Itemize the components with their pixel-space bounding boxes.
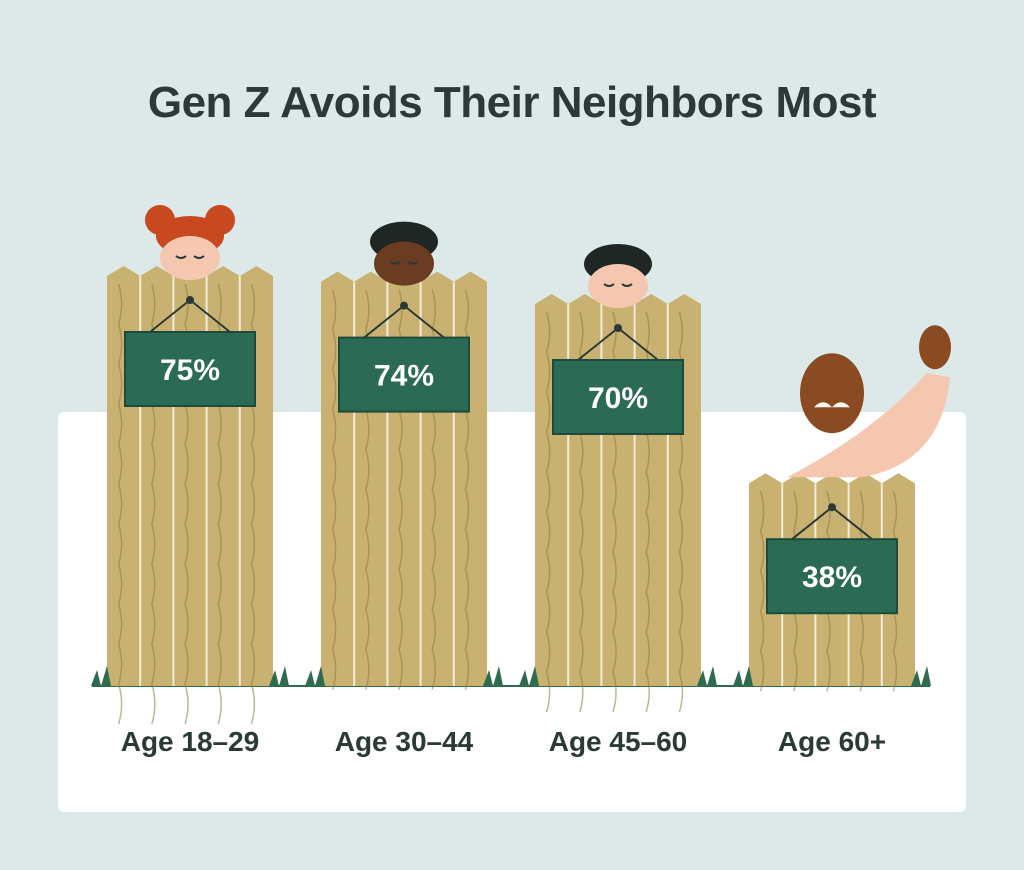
category-label-30-44: Age 30–44 bbox=[334, 726, 474, 757]
category-label-18-29: Age 18–29 bbox=[120, 726, 260, 757]
data-label: 70% bbox=[588, 382, 648, 415]
grass-tuft bbox=[483, 666, 503, 686]
fence-bar bbox=[535, 294, 701, 686]
hair-bun bbox=[145, 205, 175, 235]
category-label-60-plus: Age 60+ bbox=[777, 726, 887, 757]
eyes bbox=[603, 283, 633, 287]
data-label: 75% bbox=[160, 354, 220, 387]
grass-tuft bbox=[697, 666, 717, 686]
bar-3: 38% bbox=[733, 325, 951, 692]
sign-string bbox=[149, 298, 231, 333]
bar-0: 75% bbox=[91, 205, 289, 725]
fence-bar bbox=[321, 271, 487, 686]
bar-1: 74% bbox=[305, 221, 503, 690]
face bbox=[374, 241, 434, 286]
wood-grain bbox=[117, 283, 123, 725]
hair-bun bbox=[205, 205, 235, 235]
value-sign bbox=[766, 538, 898, 615]
waving-arm bbox=[787, 373, 950, 478]
value-sign bbox=[552, 359, 684, 435]
face bbox=[588, 264, 648, 308]
grass-tuft bbox=[305, 666, 325, 686]
grass-tuft bbox=[519, 666, 539, 686]
person-head-0 bbox=[145, 205, 235, 280]
value-sign bbox=[338, 336, 470, 413]
wood-grain bbox=[331, 289, 337, 690]
wood-grain bbox=[545, 311, 551, 713]
person-head-2 bbox=[584, 244, 652, 308]
data-label: 38% bbox=[802, 561, 862, 594]
wood-grain bbox=[759, 490, 765, 692]
grass-tuft bbox=[91, 666, 111, 686]
grass-tuft bbox=[911, 666, 931, 686]
fence-bar bbox=[107, 266, 273, 686]
grass-tuft bbox=[733, 666, 753, 686]
eyes bbox=[175, 255, 205, 259]
data-label: 74% bbox=[374, 360, 434, 393]
waving-hand bbox=[919, 325, 951, 370]
sign-string bbox=[577, 326, 659, 361]
face bbox=[800, 353, 864, 434]
sign-string bbox=[791, 505, 873, 540]
sign-string bbox=[363, 304, 445, 339]
category-label-45-60: Age 45–60 bbox=[548, 726, 688, 757]
person-head-1 bbox=[370, 221, 438, 286]
chart-title: Gen Z Avoids Their Neighbors Most bbox=[147, 78, 877, 127]
bar-2: 70% bbox=[519, 244, 717, 713]
eyes bbox=[389, 260, 419, 265]
person-head-3 bbox=[787, 325, 951, 478]
grass-tuft bbox=[269, 666, 289, 686]
face bbox=[160, 236, 220, 280]
mustache bbox=[814, 402, 850, 408]
value-sign bbox=[124, 331, 256, 407]
